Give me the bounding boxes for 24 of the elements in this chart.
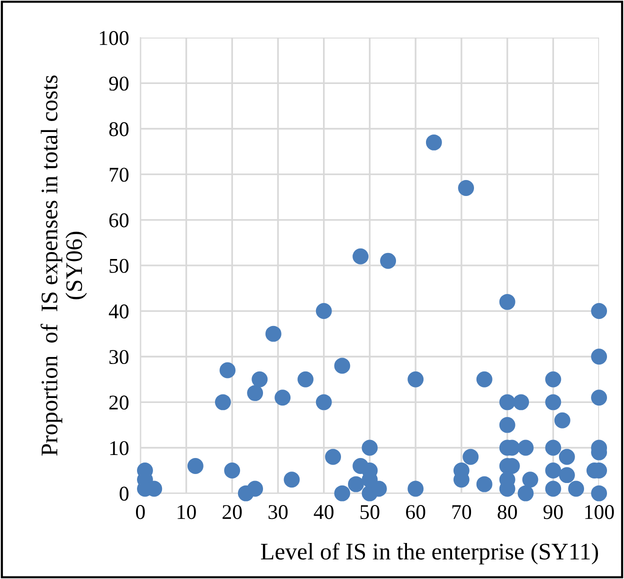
y-tick-label: 80 [109,122,128,136]
y-tick-label: 10 [110,441,128,456]
x-tick-label: 90 [543,505,563,520]
y-tick-label: 60 [109,213,128,228]
y-tick-label: 70 [110,168,128,182]
y-tick-label: 30 [109,350,128,364]
y-tick-label: 40 [108,304,128,318]
y-tick-label: 0 [120,486,128,501]
x-tick-label: 30 [268,505,288,520]
y-axis-title: Proportion of IS expenses in total costs (SY06) [40,75,87,456]
x-tick-label: 0 [136,505,145,520]
x-tick-label: 70 [452,505,472,520]
y-tick-label: 50 [110,258,128,273]
y-tick-label: 100 [100,31,128,46]
x-tick-label: 20 [222,505,242,520]
x-tick-label: 60 [406,505,426,520]
x-tick-label: 40 [314,505,334,520]
x-tick-label: 10 [178,505,196,520]
x-axis-title: Level of IS in the enterprise (SY11) [260,542,598,564]
y-tick-label: 90 [109,76,128,91]
x-tick-label: 50 [360,505,380,520]
x-tick-label: 80 [498,505,517,520]
x-tick-label: 100 [585,505,614,520]
y-tick-label: 20 [109,396,128,410]
